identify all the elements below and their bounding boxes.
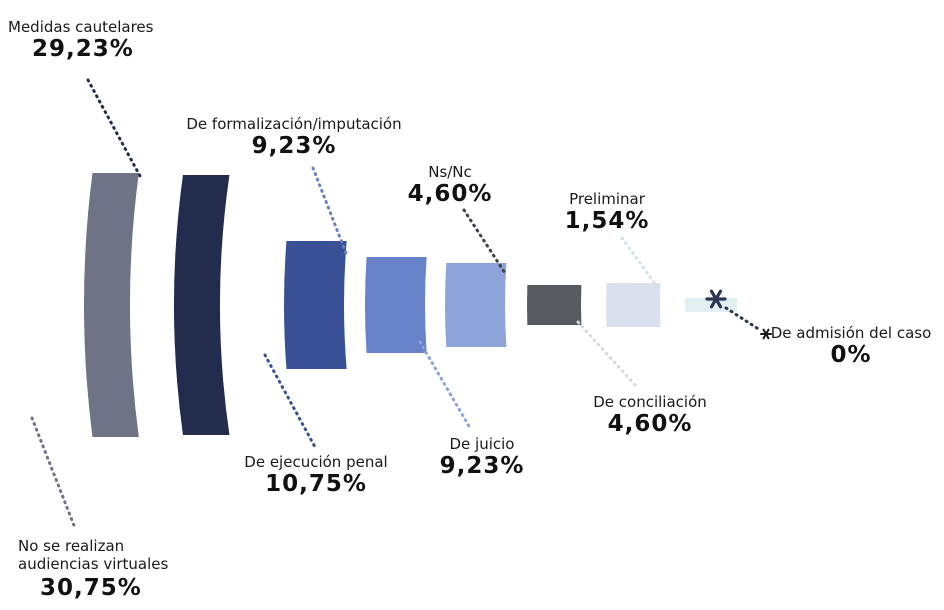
segment-no-se-realizan-audiencias-virtuales [84,173,139,437]
segment-de-formalizacion-imputacion [365,257,427,353]
segment-value: 4,60% [607,411,693,437]
label-medidas-cautelares: Medidas cautelares 29,23% [8,18,153,64]
segment-name: Ns/Nc [428,163,472,181]
segment-value: 29,23% [32,36,134,62]
label-ns-nc: Ns/Nc 4,60% [395,163,505,209]
leader-preliminar [620,236,660,290]
segment-name: De ejecución penal [244,453,388,471]
leader-medidas-cautelares [86,78,142,178]
label-preliminar: Preliminar 1,54% [555,190,659,236]
segment-de-juicio [444,263,507,347]
label-no-realizan-audiencias: No se realizan audiencias virtuales 30,7… [18,537,168,603]
segment-value: 9,23% [251,133,337,159]
leader-de-conciliacion [576,320,638,388]
segment-de-conciliacion [606,283,661,327]
leader-de-admision-del-caso [724,306,762,332]
segment-value: 10,75% [265,471,367,497]
label-conciliacion: De conciliación 4,60% [580,393,720,439]
segment-value: 1,54% [564,208,650,234]
segment-de-admision-del-caso-marker [709,289,723,309]
label-formalizacion-imputacion: De formalización/imputación 9,23% [178,115,410,161]
segment-name: Preliminar [569,190,645,208]
segment-name: De conciliación [593,393,707,411]
label-admision-del-caso: De admisión del caso 0% [760,324,942,370]
leader-end-marker [762,328,770,340]
leader-no-se-realizan-audiencias-virtuales [30,416,77,530]
segment-value: 30,75% [40,575,142,601]
segment-name: De formalización/imputación [186,115,402,133]
segment-de-ejecucion-penal [283,241,347,369]
segment-name: Medidas cautelares [8,18,154,36]
leader-ns-nc [462,208,507,275]
segment-medidas-cautelares [173,175,230,435]
leader-de-juicio [418,340,472,430]
segment-ns-nc [527,285,582,325]
leader-de-formalizacion-imputacion [311,166,348,255]
leader-de-ejecucion-penal [263,353,317,449]
segment-value: 4,60% [407,181,493,207]
segment-name-line-1: No se realizan [18,537,125,555]
label-ejecucion-penal: De ejecución penal 10,75% [232,453,400,499]
segment-name-line-2: audiencias virtuales [18,555,169,573]
segment-name: De juicio [449,435,515,453]
segment-value: 9,23% [439,453,525,479]
segment-name: De admisión del caso [770,324,932,342]
segment-value: 0% [830,342,872,368]
label-juicio: De juicio 9,23% [430,435,534,481]
